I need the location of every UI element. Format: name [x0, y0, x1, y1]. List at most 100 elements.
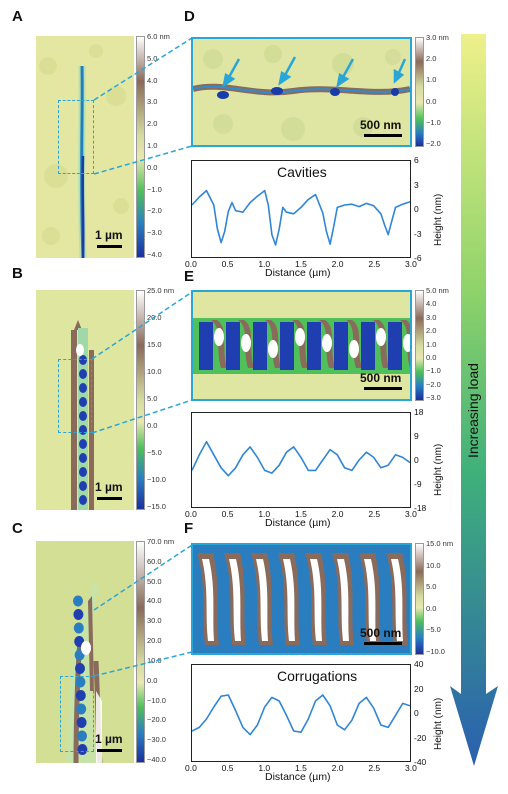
y-tick-label: 40 — [414, 659, 424, 669]
afm-zoom-f — [191, 543, 412, 655]
colorbar-a — [136, 36, 145, 258]
colorbar-tick-b: 25.0 nm — [147, 286, 175, 295]
colorbar-tick-f: 5.0 — [426, 582, 437, 592]
y-tick-label: -18 — [414, 503, 427, 513]
load-label: Increasing load — [465, 363, 481, 458]
y-axis-label: Height (nm) — [433, 697, 444, 750]
colorbar-tick-c: 10.0 — [147, 655, 162, 665]
scale-bar-c — [97, 749, 122, 752]
colorbar-tick-d: 1.0 — [426, 75, 437, 85]
colorbar-tick-c: 70.0 nm — [147, 537, 175, 546]
colorbar-tick-a: −4.0 — [147, 250, 162, 259]
scale-label-f: 500 nm — [360, 626, 402, 640]
colorbar-tick-a: 1.0 — [147, 141, 158, 150]
colorbar-tick-e: 3.0 — [426, 312, 437, 322]
scale-bar-d — [364, 134, 402, 137]
colorbar-tick-b: 15.0 — [147, 340, 162, 349]
colorbar-tick-c: 50.0 — [147, 576, 162, 586]
colorbar-tick-c: −20.0 — [147, 715, 166, 725]
profile-plot-area — [192, 694, 410, 736]
colorbar-tick-e: −3.0 — [426, 393, 441, 402]
x-tick-label: 1.0 — [258, 763, 271, 773]
colorbar-tick-c: −30.0 — [147, 735, 166, 745]
scale-label-d: 500 nm — [360, 118, 402, 132]
colorbar-tick-c: −10.0 — [147, 695, 166, 705]
x-tick-label: 0.0 — [185, 509, 197, 519]
scale-label-c: 1 µm — [95, 732, 123, 746]
x-tick-label: 2.5 — [368, 259, 381, 269]
x-tick-label: 1.5 — [295, 763, 307, 773]
x-tick-label: 1.5 — [295, 259, 307, 269]
x-tick-label: 2.0 — [331, 763, 344, 773]
y-tick-label: 3 — [414, 179, 419, 190]
colorbar-tick-e: 2.0 — [426, 326, 437, 336]
colorbar-tick-f: 15.0 nm — [426, 539, 454, 548]
colorbar-tick-e: 1.0 — [426, 339, 437, 349]
x-axis-label: Distance (µm) — [265, 267, 331, 279]
afm-zoom-d — [191, 37, 412, 147]
y-tick-label: -6 — [414, 253, 422, 263]
y-tick-label: -40 — [414, 757, 427, 767]
zoom-region-b — [58, 359, 92, 433]
x-tick-label: 0.0 — [185, 763, 197, 773]
colorbar-tick-e: −2.0 — [426, 379, 441, 389]
profile-plot-area — [192, 189, 410, 246]
increasing-load-arrow — [450, 34, 498, 766]
colorbar-tick-c: 60.0 — [147, 556, 162, 566]
x-tick-label: 3.0 — [405, 259, 417, 269]
x-tick-label: 2.5 — [368, 763, 381, 773]
colorbar-tick-c: −40.0 — [147, 755, 166, 764]
x-tick-label: 3.0 — [405, 509, 417, 519]
height-profile-chart — [191, 160, 411, 258]
y-tick-label: 0 — [414, 204, 419, 214]
colorbar-tick-f: −10.0 — [426, 647, 445, 656]
colorbar-tick-a: 6.0 nm — [147, 32, 170, 41]
colorbar-tick-d: 2.0 — [426, 54, 437, 64]
x-tick-label: 2.5 — [368, 509, 381, 519]
y-tick-label: -9 — [414, 479, 422, 489]
y-tick-label: 20 — [414, 683, 424, 694]
scale-bar-b — [97, 497, 122, 500]
colorbar-tick-b: −5.0 — [147, 448, 162, 457]
colorbar-tick-e: 4.0 — [426, 299, 437, 309]
panel-label-d: D — [184, 8, 195, 25]
panel-label-e: E — [184, 268, 195, 285]
x-tick-label: 0.5 — [221, 259, 234, 269]
colorbar-tick-d: −1.0 — [426, 117, 441, 127]
colorbar-tick-a: 4.0 — [147, 75, 158, 85]
scale-label-a: 1 µm — [95, 228, 123, 242]
x-tick-label: 1.5 — [295, 509, 307, 519]
colorbar-tick-c: 20.0 — [147, 636, 162, 646]
scale-bar-e — [364, 387, 402, 390]
height-profile-chart — [191, 412, 411, 508]
colorbar-tick-b: 20.0 — [147, 313, 162, 322]
colorbar-tick-a: −2.0 — [147, 206, 162, 216]
colorbar-tick-c: 0.0 — [147, 675, 158, 685]
colorbar-c — [136, 541, 145, 763]
profile-series-line — [192, 694, 410, 736]
colorbar-e — [415, 290, 424, 401]
x-tick-label: 2.0 — [331, 509, 344, 519]
height-profile-chart — [191, 664, 411, 762]
scale-label-b: 1 µm — [95, 480, 123, 494]
panel-label-f: F — [184, 520, 194, 537]
colorbar-tick-f: 10.0 — [426, 560, 441, 570]
colorbar-tick-a: 5.0 — [147, 53, 158, 63]
y-tick-label: 0 — [414, 455, 419, 465]
colorbar-tick-e: −1.0 — [426, 366, 441, 376]
colorbar-tick-d: 3.0 nm — [426, 33, 449, 42]
x-tick-label: 1.0 — [258, 259, 271, 269]
x-axis-label: Distance (µm) — [265, 771, 331, 783]
y-tick-label: -3 — [414, 228, 422, 239]
colorbar-tick-a: −3.0 — [147, 228, 162, 238]
x-tick-label: 0.0 — [185, 259, 197, 269]
y-tick-label: -20 — [414, 732, 427, 743]
colorbar-tick-a: 0.0 — [147, 162, 158, 172]
zoom-region-c — [60, 676, 94, 752]
x-axis-label: Distance (µm) — [265, 517, 331, 529]
colorbar-tick-b: −10.0 — [147, 475, 166, 484]
profile-title: Corrugations — [277, 668, 358, 684]
scale-bar-f — [364, 642, 402, 645]
colorbar-tick-a: 2.0 — [147, 119, 158, 129]
colorbar-tick-b: −15.0 — [147, 502, 166, 511]
